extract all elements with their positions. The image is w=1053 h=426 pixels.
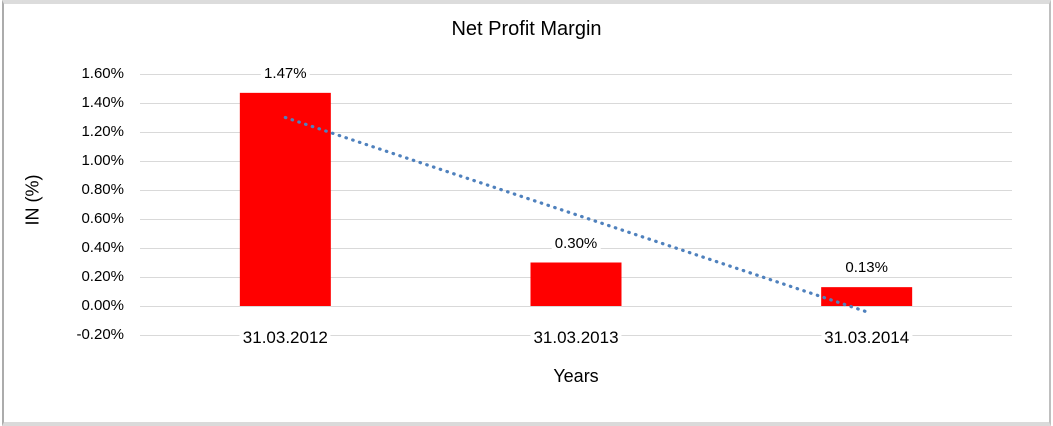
y-tick-label: 0.20% bbox=[81, 268, 124, 285]
bar-data-label: 0.13% bbox=[842, 259, 891, 278]
x-category-label: 31.03.2013 bbox=[530, 328, 622, 347]
bar bbox=[530, 262, 622, 306]
x-axis-title: Years bbox=[553, 366, 599, 386]
bar bbox=[821, 287, 913, 306]
y-tick-label: 0.80% bbox=[81, 181, 124, 198]
x-category-label: 31.03.2012 bbox=[239, 328, 331, 347]
x-category-label: 31.03.2014 bbox=[821, 328, 913, 347]
y-tick-label: 0.00% bbox=[81, 297, 124, 314]
bar bbox=[239, 92, 331, 306]
y-tick-label: 1.20% bbox=[81, 123, 124, 140]
y-tick-label: -0.20% bbox=[76, 326, 124, 343]
y-tick-label: 1.60% bbox=[81, 65, 124, 82]
y-tick-label: 1.00% bbox=[81, 152, 124, 169]
y-tick-label: 0.60% bbox=[81, 210, 124, 227]
bar-data-label: 0.30% bbox=[551, 234, 601, 253]
y-tick-label: 0.40% bbox=[81, 239, 124, 256]
chart-title: Net Profit Margin bbox=[451, 18, 602, 40]
trendline bbox=[283, 115, 869, 314]
bar-data-label: 1.47% bbox=[261, 64, 310, 83]
y-tick-label: 1.40% bbox=[81, 94, 124, 111]
